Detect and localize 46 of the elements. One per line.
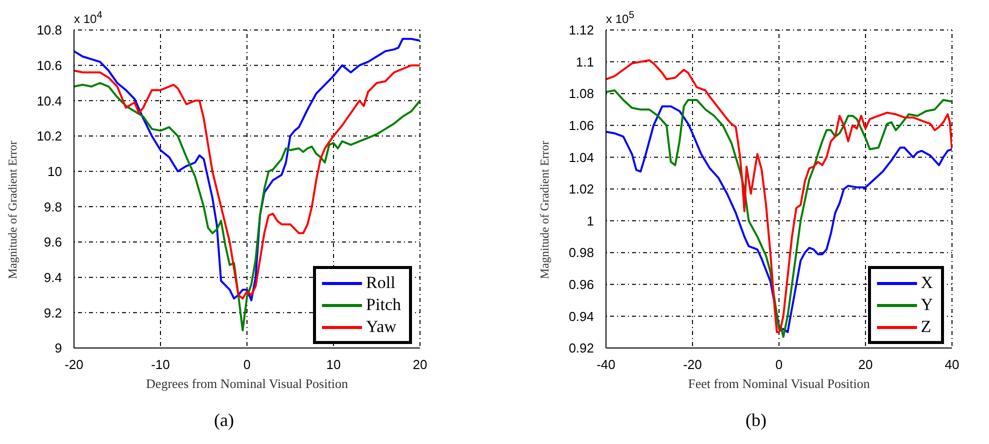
line-series <box>74 82 420 332</box>
x-tick-label: -40 <box>596 357 616 372</box>
x-tick-label: -20 <box>64 357 84 372</box>
x-tick-label: 20 <box>858 357 873 372</box>
y-tick-label: 9.8 <box>44 199 62 214</box>
text: x 10$^{5}$ <box>606 10 634 26</box>
y-tick-label: 9.2 <box>44 305 62 320</box>
x-tick-label: -20 <box>683 357 702 372</box>
y-tick-label: 0.96 <box>568 277 594 292</box>
x-tick-label: 10 <box>326 357 341 372</box>
y-tick-label: 9 <box>54 340 62 356</box>
y-tick-label: 10 <box>48 164 62 179</box>
legend-label: X <box>920 273 933 293</box>
y-tick-label: 0.92 <box>568 340 594 356</box>
legend-label: Pitch <box>366 295 401 315</box>
y-tick-label: 10.4 <box>36 93 62 108</box>
y-tick-label: 1.04 <box>568 150 594 165</box>
y-tick-label: 1.12 <box>568 22 594 38</box>
legend-label: Z <box>920 317 932 337</box>
y-tick-label: 10.2 <box>36 128 62 144</box>
y-axis-title: Magnitude of Gradient Error <box>537 140 552 279</box>
y-tick-label: 9.6 <box>44 234 62 250</box>
text: (b) <box>744 410 768 431</box>
legend-label: Y <box>920 295 933 315</box>
x-tick-label: 0 <box>775 357 783 372</box>
y-tick-label: 0.94 <box>568 308 594 324</box>
y-tick-label: 1.02 <box>568 182 594 197</box>
y-tick-label: 9.4 <box>44 270 62 285</box>
legend-label: Roll <box>366 273 396 293</box>
y-tick-label: 10.8 <box>36 22 62 38</box>
x-axis-title: Degrees from Nominal Visual Position <box>146 376 348 391</box>
text: (a) <box>213 410 235 431</box>
y-tick-label: 1.08 <box>568 86 594 102</box>
y-tick-label: 1 <box>586 213 594 228</box>
y-tick-label: 10.6 <box>36 58 62 73</box>
x-tick-label: 0 <box>243 357 251 372</box>
legend-label: Yaw <box>366 317 396 337</box>
text: x 10$^{4}$ <box>74 10 102 26</box>
x-axis-title: Feet from Nominal Visual Position <box>688 376 870 391</box>
x-tick-label: -10 <box>151 357 170 372</box>
y-tick-label: 1.06 <box>568 118 594 134</box>
x-tick-label: 20 <box>412 357 428 372</box>
y-axis-title: Magnitude of Gradient Error <box>5 140 20 279</box>
x-tick-label: 40 <box>944 357 960 372</box>
y-tick-label: 0.98 <box>568 245 594 260</box>
y-tick-label: 1.1 <box>576 54 594 70</box>
